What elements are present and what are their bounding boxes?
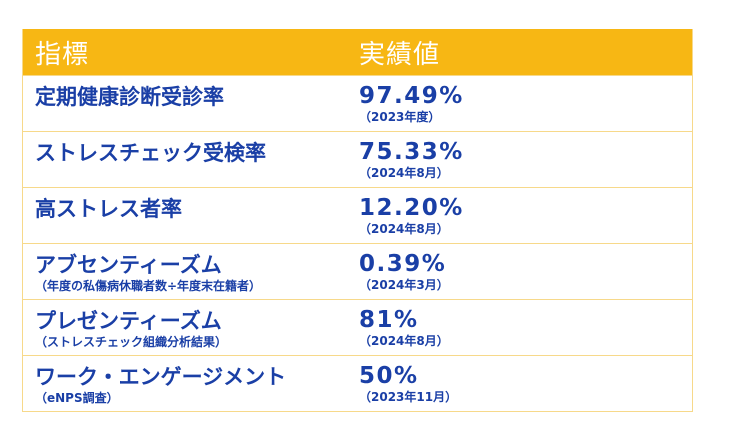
table-row: ストレスチェック受検率 75.33% （2024年8月）: [23, 131, 692, 187]
indicator-label: 高ストレス者率: [35, 197, 182, 221]
period-text: （2023年度）: [359, 110, 441, 124]
table-row: ワーク・エンゲージメント （eNPS調査） 50% （2023年11月）: [23, 355, 692, 411]
period-text: （2024年8月）: [359, 166, 449, 180]
indicator-label: プレゼンティーズム: [35, 309, 222, 333]
table-header: 指標 実績値: [23, 29, 692, 75]
table-row: 定期健康診断受診率 97.49% （2023年度）: [23, 75, 692, 131]
indicator-note: （eNPS調査）: [35, 391, 119, 405]
indicator-note: （ストレスチェック組織分析結果）: [35, 335, 228, 349]
indicator-cell: 高ストレス者率: [23, 188, 359, 222]
indicator-cell: ワーク・エンゲージメント （eNPS調査）: [23, 356, 359, 406]
indicator-cell: ストレスチェック受検率: [23, 132, 359, 166]
table-row: 高ストレス者率 12.20% （2024年8月）: [23, 187, 692, 243]
period-text: （2023年11月）: [359, 390, 458, 404]
indicator-cell: プレゼンティーズム （ストレスチェック組織分析結果）: [23, 300, 359, 350]
value-cell: 50% （2023年11月）: [359, 356, 692, 405]
indicator-label: ワーク・エンゲージメント: [35, 365, 287, 389]
indicator-cell: アブセンティーズム （年度の私傷病休職者数÷年度末在籍者）: [23, 244, 359, 294]
period-text: （2024年8月）: [359, 222, 449, 236]
value-text: 81%: [359, 307, 419, 333]
indicator-cell: 定期健康診断受診率: [23, 76, 359, 110]
period-text: （2024年3月）: [359, 278, 449, 292]
value-cell: 75.33% （2024年8月）: [359, 132, 692, 181]
indicator-label: アブセンティーズム: [35, 253, 222, 277]
indicator-label: 定期健康診断受診率: [35, 85, 224, 109]
indicator-label: ストレスチェック受検率: [35, 141, 266, 165]
header-indicator: 指標: [35, 39, 90, 70]
period-text: （2024年8月）: [359, 334, 449, 348]
value-text: 0.39%: [359, 251, 447, 277]
table-row: アブセンティーズム （年度の私傷病休職者数÷年度末在籍者） 0.39% （202…: [23, 243, 692, 299]
indicator-note: （年度の私傷病休職者数÷年度末在籍者）: [35, 279, 262, 293]
value-cell: 97.49% （2023年度）: [359, 76, 692, 125]
value-text: 50%: [359, 363, 419, 389]
value-text: 12.20%: [359, 195, 464, 221]
table-row: プレゼンティーズム （ストレスチェック組織分析結果） 81% （2024年8月）: [23, 299, 692, 355]
value-cell: 12.20% （2024年8月）: [359, 188, 692, 237]
value-cell: 0.39% （2024年3月）: [359, 244, 692, 293]
value-text: 97.49%: [359, 83, 464, 109]
header-value: 実績値: [359, 39, 441, 70]
value-cell: 81% （2024年8月）: [359, 300, 692, 349]
kpi-table: 指標 実績値 定期健康診断受診率 97.49% （2023年度） ストレスチェッ…: [22, 29, 693, 412]
value-text: 75.33%: [359, 139, 464, 165]
